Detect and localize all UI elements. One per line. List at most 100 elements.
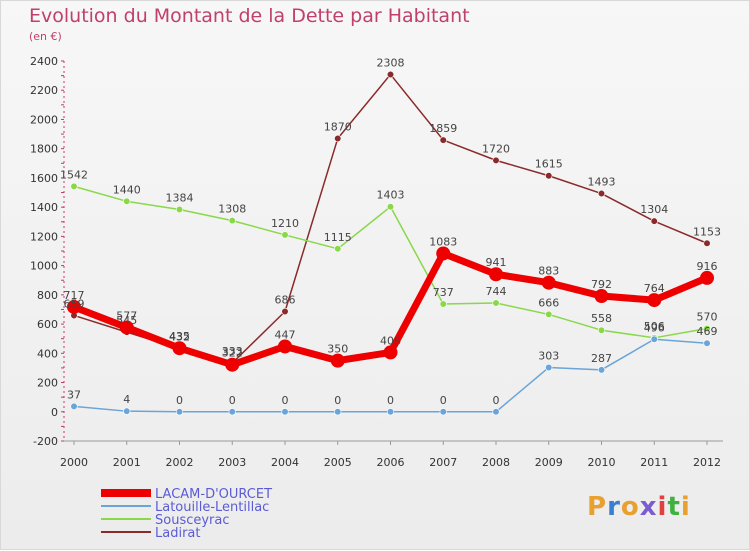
x-tick-label: 2000 bbox=[60, 456, 88, 469]
data-label: 0 bbox=[493, 394, 500, 407]
data-point bbox=[545, 172, 553, 180]
data-label: 883 bbox=[538, 265, 559, 278]
data-label: 469 bbox=[697, 325, 718, 338]
data-point bbox=[175, 408, 184, 416]
data-point bbox=[330, 353, 345, 368]
data-point bbox=[123, 407, 131, 415]
logo-letter: i bbox=[680, 492, 691, 522]
legend-label: Ladirat bbox=[155, 526, 200, 541]
y-tick-label: 2400 bbox=[30, 55, 58, 68]
data-point bbox=[334, 134, 342, 143]
data-point bbox=[650, 217, 658, 225]
x-tick-label: 2002 bbox=[166, 456, 194, 469]
data-label: 333 bbox=[222, 345, 243, 358]
data-label: 916 bbox=[697, 260, 718, 273]
y-tick-label: 1200 bbox=[30, 230, 58, 243]
data-label: 2308 bbox=[377, 56, 405, 69]
data-label: 0 bbox=[282, 394, 289, 407]
data-point bbox=[172, 341, 187, 356]
data-point bbox=[545, 310, 553, 319]
y-tick-label: 0 bbox=[51, 406, 58, 419]
data-label: 1615 bbox=[535, 158, 563, 171]
data-point bbox=[386, 203, 395, 211]
x-tick-label: 2012 bbox=[693, 456, 721, 469]
x-tick-label: 2007 bbox=[429, 456, 457, 469]
data-point bbox=[281, 231, 289, 239]
data-label: 1210 bbox=[271, 217, 299, 230]
data-point bbox=[492, 156, 500, 164]
data-label: 1403 bbox=[377, 189, 405, 202]
data-point bbox=[386, 408, 395, 416]
data-point bbox=[175, 205, 184, 214]
data-point bbox=[489, 267, 503, 282]
y-tick-label: 800 bbox=[37, 289, 58, 302]
data-point bbox=[386, 70, 395, 79]
data-label: 0 bbox=[229, 394, 236, 407]
data-label: 558 bbox=[591, 312, 612, 325]
data-label: 1384 bbox=[166, 191, 194, 204]
data-point bbox=[439, 300, 447, 308]
logo-letter: r bbox=[607, 492, 621, 522]
data-label: 0 bbox=[334, 394, 341, 407]
data-point bbox=[650, 335, 658, 343]
data-point bbox=[225, 357, 240, 372]
data-point bbox=[492, 408, 500, 416]
x-tick-label: 2005 bbox=[324, 456, 352, 469]
data-point bbox=[597, 366, 606, 374]
data-point bbox=[119, 320, 134, 335]
data-label: 744 bbox=[486, 285, 507, 298]
data-label: 406 bbox=[380, 334, 401, 347]
chart-subtitle: (en €) bbox=[29, 30, 62, 43]
data-point bbox=[123, 197, 131, 205]
data-point bbox=[703, 324, 711, 333]
data-label: 659 bbox=[64, 297, 85, 310]
data-point bbox=[594, 289, 609, 304]
y-tick-label: 1400 bbox=[30, 201, 58, 214]
data-label: 1308 bbox=[218, 203, 246, 216]
data-label: 1153 bbox=[693, 225, 721, 238]
data-label: 0 bbox=[387, 394, 394, 407]
data-label: 1115 bbox=[324, 231, 352, 244]
data-label: 447 bbox=[275, 328, 296, 341]
x-tick-label: 2009 bbox=[535, 456, 563, 469]
legend-label: Latouille-Lentillac bbox=[155, 500, 269, 515]
x-tick-label: 2006 bbox=[377, 456, 405, 469]
y-tick-label: 600 bbox=[37, 318, 58, 331]
data-label: 350 bbox=[327, 343, 348, 356]
chart-title: Evolution du Montant de la Dette par Hab… bbox=[29, 5, 470, 27]
x-tick-label: 2001 bbox=[113, 456, 141, 469]
x-tick-label: 2010 bbox=[588, 456, 616, 469]
data-point bbox=[545, 363, 553, 372]
data-label: 1720 bbox=[482, 142, 510, 155]
logo-letter: P bbox=[587, 492, 608, 522]
data-point bbox=[436, 246, 451, 261]
x-tick-label: 2003 bbox=[218, 456, 246, 469]
logo-letter: i bbox=[657, 492, 668, 522]
data-label: 432 bbox=[169, 331, 190, 344]
y-tick-label: 200 bbox=[37, 377, 58, 390]
data-point bbox=[228, 217, 236, 225]
data-point bbox=[647, 293, 662, 308]
data-label: 1440 bbox=[113, 183, 141, 196]
data-point bbox=[281, 408, 289, 416]
x-tick-label: 2004 bbox=[271, 456, 299, 469]
data-label: 792 bbox=[591, 278, 612, 291]
data-point bbox=[383, 345, 398, 360]
data-label: 764 bbox=[644, 282, 665, 295]
data-point bbox=[439, 136, 447, 144]
data-point bbox=[334, 245, 342, 253]
data-point bbox=[439, 408, 447, 416]
data-label: 717 bbox=[64, 289, 85, 302]
data-point bbox=[541, 275, 556, 290]
proxiti-logo: Proxiti bbox=[587, 492, 691, 522]
data-label: 4 bbox=[123, 393, 130, 406]
data-point bbox=[67, 299, 81, 314]
data-label: 570 bbox=[697, 310, 718, 323]
data-point bbox=[703, 339, 711, 347]
y-tick-label: 2200 bbox=[30, 84, 58, 97]
data-label: 506 bbox=[644, 320, 665, 333]
data-label: 737 bbox=[433, 286, 454, 299]
data-label: 287 bbox=[591, 352, 612, 365]
